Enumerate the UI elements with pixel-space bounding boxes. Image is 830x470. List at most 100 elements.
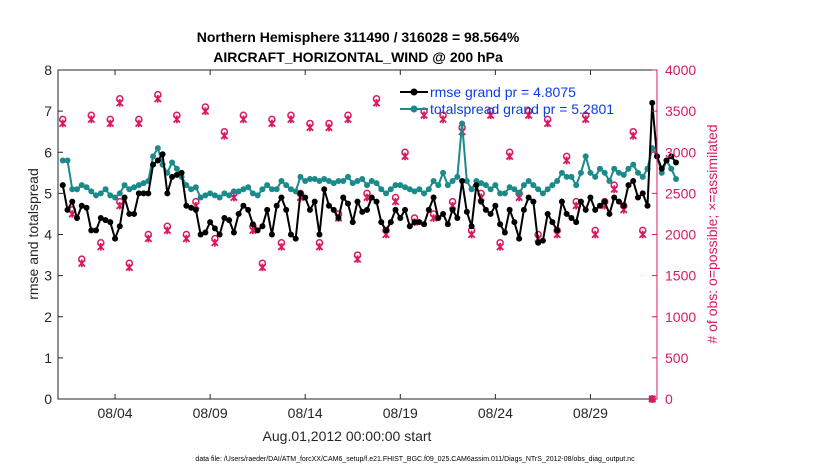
- rmse-point: [207, 219, 214, 226]
- totalspread-point: [544, 186, 551, 193]
- totalspread-point: [344, 173, 351, 180]
- rmse-point: [649, 99, 656, 106]
- assimilated-obs-marker: [220, 131, 229, 140]
- rmse-point: [463, 208, 470, 215]
- series-layer: [58, 90, 680, 403]
- rmse-point: [340, 194, 347, 201]
- totalspread-point: [444, 182, 451, 189]
- rmse-point: [468, 223, 475, 230]
- rmse-point: [478, 198, 485, 205]
- totalspread-point: [97, 190, 104, 197]
- totalspread-point: [268, 186, 275, 193]
- x-tick-label: 08/14: [288, 405, 323, 421]
- totalspread-point: [330, 180, 337, 187]
- totalspread-point: [283, 182, 290, 189]
- rmse-point: [668, 153, 675, 160]
- y-right-tick-label: 4000: [665, 62, 696, 78]
- totalspread-point: [406, 186, 413, 193]
- rmse-point: [268, 231, 275, 238]
- y-left-tick-label: 4: [44, 227, 52, 243]
- y-right-tick-label: 2000: [665, 227, 696, 243]
- assimilated-obs-marker: [96, 242, 105, 251]
- assimilated-obs-marker: [467, 230, 476, 239]
- rmse-point: [639, 190, 646, 197]
- assimilated-obs-marker: [153, 94, 162, 103]
- totalspread-point: [634, 169, 641, 176]
- rmse-point: [297, 190, 304, 197]
- rmse-point: [283, 206, 290, 213]
- totalspread-point: [625, 165, 632, 172]
- totalspread-point: [302, 178, 309, 185]
- rmse-point: [183, 202, 190, 209]
- totalspread-point: [112, 194, 119, 201]
- totalspread-point: [568, 173, 575, 180]
- assimilated-obs-marker: [201, 107, 210, 115]
- totalspread-point: [587, 169, 594, 176]
- x-axis-label: Aug.01,2012 00:00:00 start: [263, 428, 432, 444]
- rmse-point: [325, 202, 332, 209]
- totalspread-point: [325, 178, 332, 185]
- totalspread-point: [245, 184, 252, 191]
- rmse-point: [454, 215, 461, 222]
- totalspread-point: [463, 178, 470, 185]
- rmse-point: [373, 198, 380, 205]
- assimilated-obs-marker: [353, 255, 362, 264]
- totalspread-point: [549, 182, 556, 189]
- totalspread-point: [107, 192, 114, 199]
- totalspread-point: [121, 182, 128, 189]
- rmse-point: [287, 231, 294, 238]
- totalspread-point: [487, 186, 494, 193]
- rmse-point: [311, 198, 318, 205]
- y-left-tick-label: 8: [44, 62, 52, 78]
- totalspread-point: [292, 188, 299, 195]
- rmse-point: [482, 206, 489, 213]
- y-right-tick-label: 2500: [665, 185, 696, 201]
- rmse-point: [164, 190, 171, 197]
- rmse-point: [112, 235, 119, 242]
- rmse-point: [435, 215, 442, 222]
- assimilated-obs-marker: [543, 119, 552, 128]
- rmse-point: [397, 215, 404, 222]
- assimilated-obs-marker: [629, 131, 638, 140]
- rmse-point: [364, 206, 371, 213]
- rmse-point: [601, 198, 608, 205]
- rmse-point: [292, 235, 299, 242]
- totalspread-point: [373, 180, 380, 187]
- assimilated-obs-marker: [581, 115, 590, 124]
- assimilated-obs-marker: [572, 201, 581, 210]
- totalspread-point: [131, 184, 138, 191]
- totalspread-point: [421, 190, 428, 197]
- assimilated-obs-marker: [524, 111, 533, 120]
- totalspread-point: [316, 178, 323, 185]
- plot-area: 08/04 08/09 08/14 08/19 08/24 08/29 0 1 2 3 4 5 6 7 8 0…: [44, 62, 696, 421]
- totalspread-point: [563, 173, 570, 180]
- rmse-point: [392, 206, 399, 213]
- totalspread-point: [306, 175, 313, 182]
- totalspread-point: [254, 192, 261, 199]
- rmse-point: [368, 194, 375, 201]
- totalspread-point: [573, 182, 580, 189]
- totalspread-point: [207, 190, 214, 197]
- totalspread-point: [425, 186, 432, 193]
- rmse-point: [634, 194, 641, 201]
- x-tick-label: 08/24: [478, 405, 513, 421]
- rmse-point: [169, 173, 176, 180]
- totalspread-point: [520, 182, 527, 189]
- totalspread-point: [530, 182, 537, 189]
- x-tick-label: 08/29: [573, 405, 608, 421]
- totalspread-point: [506, 184, 513, 191]
- totalspread-point: [454, 173, 461, 180]
- totalspread-point: [482, 182, 489, 189]
- assimilated-obs-marker: [211, 238, 219, 247]
- rmse-point: [102, 217, 109, 224]
- assimilated-obs-marker: [315, 242, 324, 251]
- rmse-point: [568, 215, 575, 222]
- rmse-point: [359, 208, 366, 215]
- assimilated-obs-marker: [106, 119, 115, 128]
- totalspread-point: [93, 192, 100, 199]
- chart-title-line1: Northern Hemisphere 311490 / 316028 = 98…: [197, 29, 520, 45]
- totalspread-point: [69, 186, 76, 193]
- rmse-point: [78, 202, 85, 209]
- totalspread-point: [216, 194, 223, 201]
